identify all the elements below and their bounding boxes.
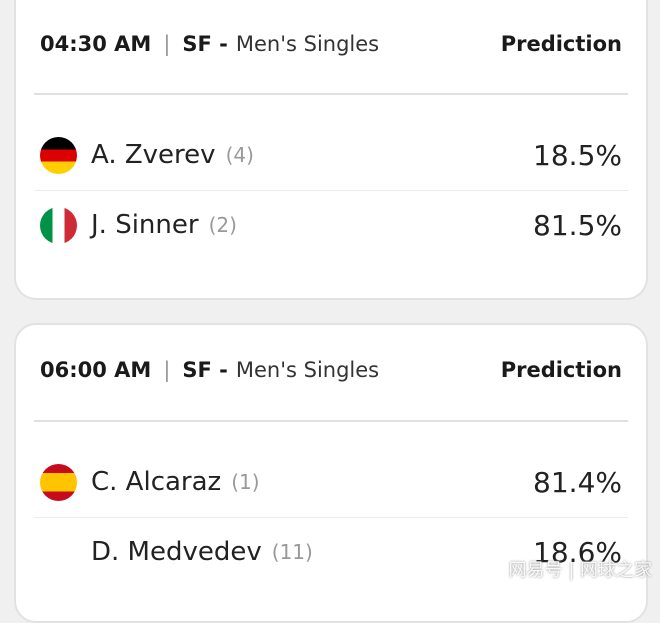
germany-flag-icon	[40, 136, 77, 174]
row-divider	[34, 190, 628, 191]
prediction-label: Prediction	[500, 358, 622, 382]
flag-placeholder-icon	[40, 534, 77, 571]
row-divider	[34, 517, 628, 518]
spain-flag-icon	[40, 463, 77, 501]
player-seed: (1)	[231, 470, 260, 494]
player-seed: (4)	[225, 143, 254, 167]
player-seed: (2)	[208, 213, 237, 237]
player-name: A. Zverev	[91, 140, 216, 170]
prediction-label: Prediction	[500, 32, 622, 56]
divider	[34, 93, 628, 95]
match-card[interactable]: 04:30 AM | SF - Men's Singles Prediction…	[14, 0, 648, 300]
match-event: Men's Singles	[235, 32, 380, 56]
player-prediction: 81.4%	[533, 465, 622, 499]
player-name: D. Medvedev	[91, 537, 262, 567]
watermark: 网易号 | 网球之家	[508, 560, 652, 581]
match-header: 06:00 AM | SF - Men's Singles Prediction	[40, 355, 622, 385]
player-prediction: 18.5%	[533, 138, 622, 172]
player-name: J. Sinner	[91, 210, 199, 240]
match-card[interactable]: 06:00 AM | SF - Men's Singles Prediction…	[14, 323, 648, 623]
match-event: Men's Singles	[235, 358, 380, 382]
player-row[interactable]: J. Sinner (2) 81.5%	[40, 205, 622, 245]
match-time: 06:00 AM	[40, 358, 152, 382]
player-name: C. Alcaraz	[91, 467, 222, 497]
divider	[34, 420, 628, 422]
match-time: 04:30 AM	[40, 32, 152, 56]
separator: |	[163, 358, 171, 382]
player-row[interactable]: C. Alcaraz (1) 81.4%	[40, 462, 622, 502]
separator: |	[163, 32, 171, 56]
match-round: SF -	[182, 32, 228, 56]
match-header: 04:30 AM | SF - Men's Singles Prediction	[40, 29, 622, 59]
player-prediction: 81.5%	[533, 208, 622, 242]
player-prediction: 18.6%	[533, 535, 622, 569]
player-row[interactable]: A. Zverev (4) 18.5%	[40, 135, 622, 175]
player-row[interactable]: D. Medvedev (11) 18.6%	[40, 532, 622, 572]
match-round: SF -	[182, 358, 228, 382]
player-seed: (11)	[271, 540, 313, 564]
italy-flag-icon	[40, 206, 77, 244]
